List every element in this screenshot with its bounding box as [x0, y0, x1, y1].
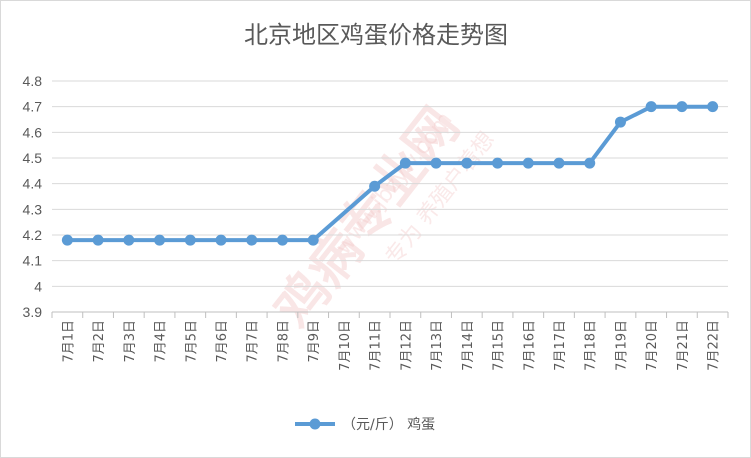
- x-tick-label: 7月6日: [215, 320, 230, 363]
- x-tick-label: 7月2日: [92, 320, 107, 363]
- data-point: [61, 234, 73, 246]
- series: [61, 101, 719, 246]
- legend: （元/斤） 鸡蛋: [295, 416, 435, 433]
- x-tick-label: 7月17日: [553, 320, 568, 371]
- y-tick-label: 3.9: [23, 304, 43, 320]
- x-tick-label: 7月16日: [522, 320, 537, 371]
- data-point: [492, 157, 504, 169]
- x-tick-label: 7月8日: [276, 320, 291, 363]
- x-tick-label: 7月21日: [676, 320, 691, 371]
- data-point: [184, 234, 196, 246]
- data-point: [215, 234, 227, 246]
- y-tick-label: 4.2: [23, 227, 43, 243]
- data-point: [307, 234, 319, 246]
- y-tick-label: 4.6: [23, 124, 43, 140]
- data-point: [461, 157, 473, 169]
- x-tick-label: 7月18日: [584, 320, 599, 371]
- x-tick-label: 7月3日: [123, 320, 138, 363]
- data-point: [246, 234, 258, 246]
- y-tick-label: 4.5: [23, 150, 43, 166]
- y-axis-ticks: 3.9 4 4.1 4.2 4.3 4.4 4.5 4.6 4.7 4.8: [23, 73, 43, 320]
- x-tick-label: 7月13日: [430, 320, 445, 371]
- data-point: [553, 157, 565, 169]
- data-point: [92, 234, 104, 246]
- x-tick-label: 7月14日: [461, 320, 476, 371]
- x-tick-label: 7月4日: [154, 320, 169, 363]
- y-tick-label: 4.3: [23, 201, 43, 217]
- x-tick-label: 7月10日: [338, 320, 353, 371]
- x-tick-label: 7月11日: [369, 320, 384, 371]
- x-tick-label: 7月9日: [307, 320, 322, 363]
- data-point: [369, 180, 381, 192]
- watermark: 鸡病专业网 www.jbzyw.com 专为 养殖户着想: [264, 97, 500, 339]
- y-tick-label: 4.8: [23, 73, 43, 89]
- data-point: [614, 116, 626, 128]
- x-tick-label: 7月5日: [184, 320, 199, 363]
- x-tick-label: 7月19日: [614, 320, 629, 371]
- y-tick-label: 4.7: [23, 99, 43, 115]
- data-point: [707, 101, 719, 113]
- data-point: [676, 101, 688, 113]
- x-tick-label: 7月22日: [707, 320, 722, 371]
- data-point: [276, 234, 288, 246]
- y-tick-label: 4: [34, 278, 42, 294]
- data-point: [522, 157, 534, 169]
- data-point: [399, 157, 411, 169]
- x-tick-label: 7月1日: [61, 320, 76, 363]
- x-axis: 7月1日 7月2日 7月3日 7月4日 7月5日 7月6日 7月7日 7月8日 7月9日 7月10…: [51, 312, 729, 371]
- legend-point-marker: [309, 418, 321, 430]
- x-tick-label: 7月12日: [399, 320, 414, 371]
- x-tick-label: 7月20日: [645, 320, 660, 371]
- data-point: [154, 234, 166, 246]
- x-tick-label: 7月7日: [246, 320, 261, 363]
- legend-label: （元/斤） 鸡蛋: [342, 416, 435, 433]
- data-point: [645, 101, 657, 113]
- y-tick-label: 4.1: [23, 253, 43, 269]
- data-point: [584, 157, 596, 169]
- gridlines: [52, 80, 728, 313]
- data-point: [123, 234, 135, 246]
- chart-title: 北京地区鸡蛋价格走势图: [244, 21, 508, 49]
- data-point: [430, 157, 442, 169]
- x-tick-label: 7月15日: [492, 320, 507, 371]
- y-tick-label: 4.4: [23, 176, 43, 192]
